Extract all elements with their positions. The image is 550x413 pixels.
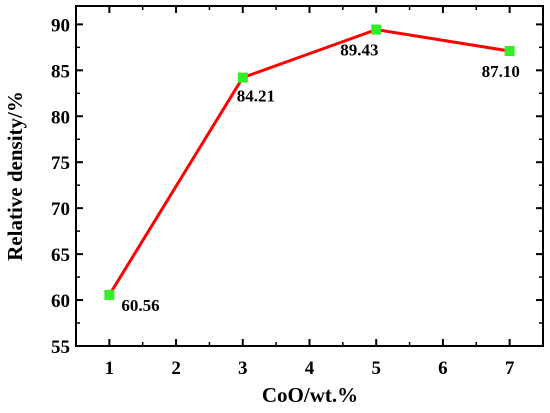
x-axis-title: CoO/wt.% (262, 383, 358, 407)
axis-ticks (76, 6, 543, 347)
y-tick-label: 85 (51, 61, 70, 82)
x-tick-label: 7 (505, 358, 515, 379)
y-tick-label: 75 (51, 153, 70, 174)
y-axis-title: Relative density/% (3, 91, 27, 261)
y-tick-label: 65 (51, 245, 70, 266)
data-value-label: 60.56 (121, 296, 159, 315)
x-tick-label: 3 (238, 358, 248, 379)
y-tick-label: 55 (51, 337, 70, 358)
data-point-marker (104, 289, 115, 300)
data-point-marker (237, 72, 248, 83)
data-point-marker (504, 46, 515, 57)
y-tick-label: 80 (51, 107, 70, 128)
axis-tick-labels: 1 2 3 4 5 6 7 55 60 65 70 75 80 85 90 (51, 15, 515, 379)
y-tick-label: 70 (51, 199, 70, 220)
x-tick-label: 1 (105, 358, 115, 379)
series-line (108, 28, 510, 296)
data-point-marker (371, 24, 382, 35)
x-tick-label: 6 (438, 358, 448, 379)
x-tick-label: 4 (305, 358, 315, 379)
y-tick-label: 60 (51, 291, 70, 312)
data-labels: 60.56 84.21 89.43 87.10 (121, 41, 520, 315)
data-value-label: 89.43 (340, 41, 378, 60)
y-tick-label: 90 (51, 15, 70, 36)
data-value-label: 87.10 (482, 62, 520, 81)
x-tick-label: 2 (171, 358, 181, 379)
x-tick-label: 5 (371, 358, 381, 379)
data-markers (104, 24, 515, 300)
data-value-label: 84.21 (237, 87, 275, 106)
